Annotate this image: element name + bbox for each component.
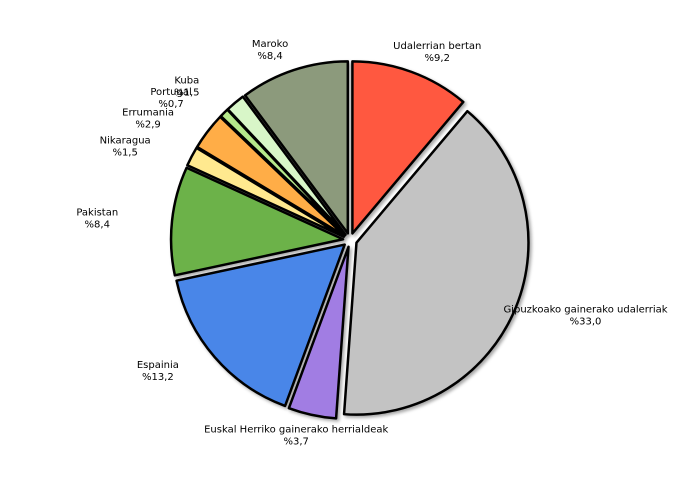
pie (169, 60, 530, 420)
slice-label: Euskal Herriko gainerako herrialdeak (204, 424, 388, 435)
slice-label: Nikaragua (100, 136, 151, 147)
slice-value-label: %8,4 (85, 219, 110, 230)
slice-label: Espainia (137, 360, 179, 371)
slice-value-label: %3,7 (283, 436, 308, 447)
slice-label: Pakistan (76, 207, 118, 218)
slice-label: Errumania (122, 107, 174, 118)
slice-value-label: %8,4 (257, 51, 282, 62)
slice-value-label: %1,5 (174, 88, 199, 99)
slice-value-label: %13,2 (142, 372, 174, 383)
slice-label: Portugal (150, 87, 191, 98)
slice-value-label: %33,0 (570, 316, 602, 327)
pie-slice (175, 243, 346, 408)
slice-value-label: %2,9 (135, 119, 160, 130)
slice-label: Gipuzkoako gainerako udalerriak (503, 304, 667, 315)
slice-value-label: %0,7 (158, 99, 183, 110)
pie-slice (351, 60, 465, 235)
slice-label: Kuba (174, 76, 199, 87)
pie-slice (342, 109, 530, 416)
pie-slice (226, 95, 347, 236)
pie-slice (169, 166, 345, 277)
slice-value-label: %1,5 (112, 148, 137, 159)
pie-slice (243, 60, 350, 235)
labels: Udalerrian bertan%9,2 Gipuzkoako gainerak… (76, 39, 667, 447)
slice-label: Udalerrian bertan (393, 41, 481, 52)
slice-label: Maroko (252, 39, 288, 50)
slice-value-label: %9,2 (425, 53, 450, 64)
pie-slice (287, 245, 350, 420)
